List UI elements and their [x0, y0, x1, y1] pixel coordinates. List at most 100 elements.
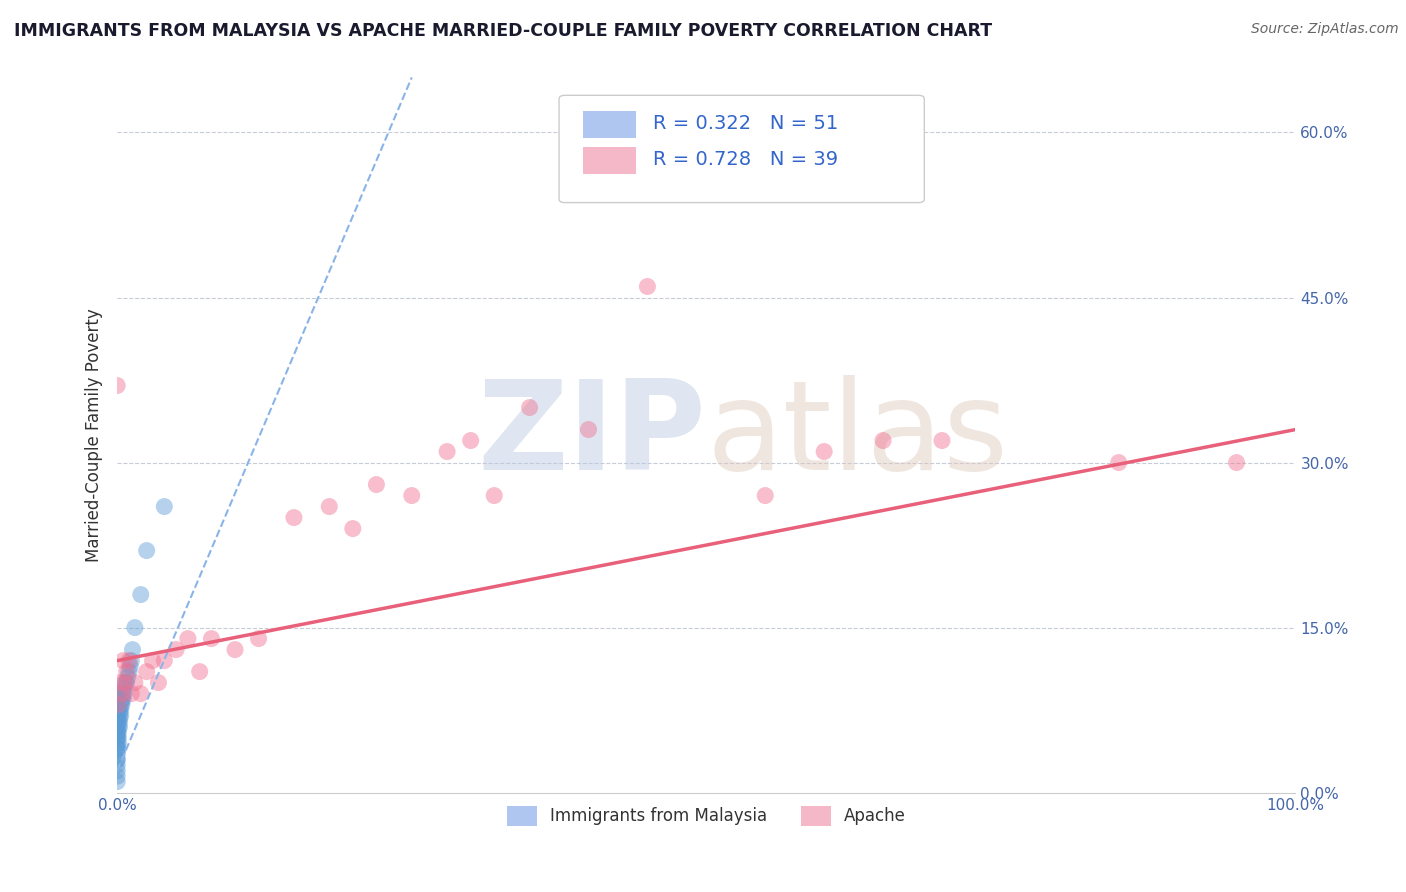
Point: [401, 489, 423, 503]
Point: [141, 654, 163, 668]
Point: [1225, 456, 1247, 470]
Point: [112, 692, 135, 706]
Point: [105, 714, 128, 728]
Point: [460, 434, 482, 448]
Legend: Immigrants from Malaysia, Apache: Immigrants from Malaysia, Apache: [499, 797, 914, 834]
Point: [107, 725, 129, 739]
Point: [105, 731, 128, 745]
Point: [188, 665, 211, 679]
Point: [105, 703, 128, 717]
Point: [342, 522, 364, 536]
Bar: [582, 112, 636, 138]
Point: [108, 708, 131, 723]
Point: [872, 434, 894, 448]
Text: R = 0.322   N = 51: R = 0.322 N = 51: [654, 114, 838, 134]
Point: [112, 675, 135, 690]
Point: [108, 675, 131, 690]
Point: [105, 753, 128, 767]
Point: [519, 401, 541, 415]
Point: [283, 510, 305, 524]
Text: Source: ZipAtlas.com: Source: ZipAtlas.com: [1251, 22, 1399, 37]
Point: [105, 708, 128, 723]
Point: [110, 703, 132, 717]
Point: [107, 698, 129, 712]
Point: [105, 747, 128, 761]
Point: [105, 758, 128, 772]
Point: [105, 725, 128, 739]
Text: ZIP: ZIP: [478, 375, 706, 496]
Point: [105, 725, 128, 739]
Point: [115, 675, 138, 690]
Point: [120, 659, 142, 673]
Point: [124, 621, 146, 635]
Point: [148, 675, 170, 690]
Point: [436, 444, 458, 458]
Point: [118, 665, 141, 679]
Point: [129, 588, 152, 602]
Point: [105, 692, 128, 706]
Point: [105, 720, 128, 734]
Point: [366, 477, 388, 491]
FancyBboxPatch shape: [560, 95, 924, 202]
Point: [200, 632, 222, 646]
Point: [165, 642, 187, 657]
Point: [105, 378, 128, 392]
Point: [105, 774, 128, 789]
Point: [107, 714, 129, 728]
Point: [108, 720, 131, 734]
Point: [1108, 456, 1130, 470]
Point: [108, 703, 131, 717]
Point: [107, 731, 129, 745]
Point: [112, 681, 135, 695]
Point: [114, 675, 136, 690]
Point: [578, 423, 600, 437]
Point: [110, 708, 132, 723]
Point: [105, 687, 128, 701]
Point: [124, 675, 146, 690]
Point: [108, 714, 131, 728]
Point: [111, 687, 134, 701]
Point: [177, 632, 200, 646]
Point: [695, 180, 717, 194]
Point: [112, 687, 135, 701]
Point: [484, 489, 506, 503]
Point: [105, 741, 128, 756]
Point: [754, 489, 776, 503]
Point: [120, 654, 142, 668]
Point: [931, 434, 953, 448]
Text: IMMIGRANTS FROM MALAYSIA VS APACHE MARRIED-COUPLE FAMILY POVERTY CORRELATION CHA: IMMIGRANTS FROM MALAYSIA VS APACHE MARRI…: [14, 22, 993, 40]
Point: [135, 665, 157, 679]
Point: [153, 654, 176, 668]
Point: [111, 692, 134, 706]
Point: [636, 279, 658, 293]
Point: [120, 687, 142, 701]
Point: [115, 665, 138, 679]
Point: [107, 741, 129, 756]
Point: [117, 670, 139, 684]
Point: [105, 769, 128, 783]
Point: [153, 500, 176, 514]
Point: [105, 698, 128, 712]
Point: [813, 444, 835, 458]
Bar: [582, 147, 636, 174]
Text: R = 0.728   N = 39: R = 0.728 N = 39: [654, 150, 838, 169]
Point: [318, 500, 340, 514]
Y-axis label: Married-Couple Family Poverty: Married-Couple Family Poverty: [86, 308, 103, 562]
Point: [135, 543, 157, 558]
Point: [112, 654, 135, 668]
Point: [105, 736, 128, 750]
Point: [224, 642, 246, 657]
Point: [247, 632, 270, 646]
Text: atlas: atlas: [706, 375, 1008, 496]
Point: [105, 731, 128, 745]
Point: [129, 687, 152, 701]
Point: [118, 654, 141, 668]
Point: [121, 642, 143, 657]
Point: [107, 736, 129, 750]
Point: [105, 764, 128, 778]
Point: [111, 698, 134, 712]
Point: [105, 741, 128, 756]
Point: [112, 687, 135, 701]
Point: [105, 753, 128, 767]
Point: [107, 720, 129, 734]
